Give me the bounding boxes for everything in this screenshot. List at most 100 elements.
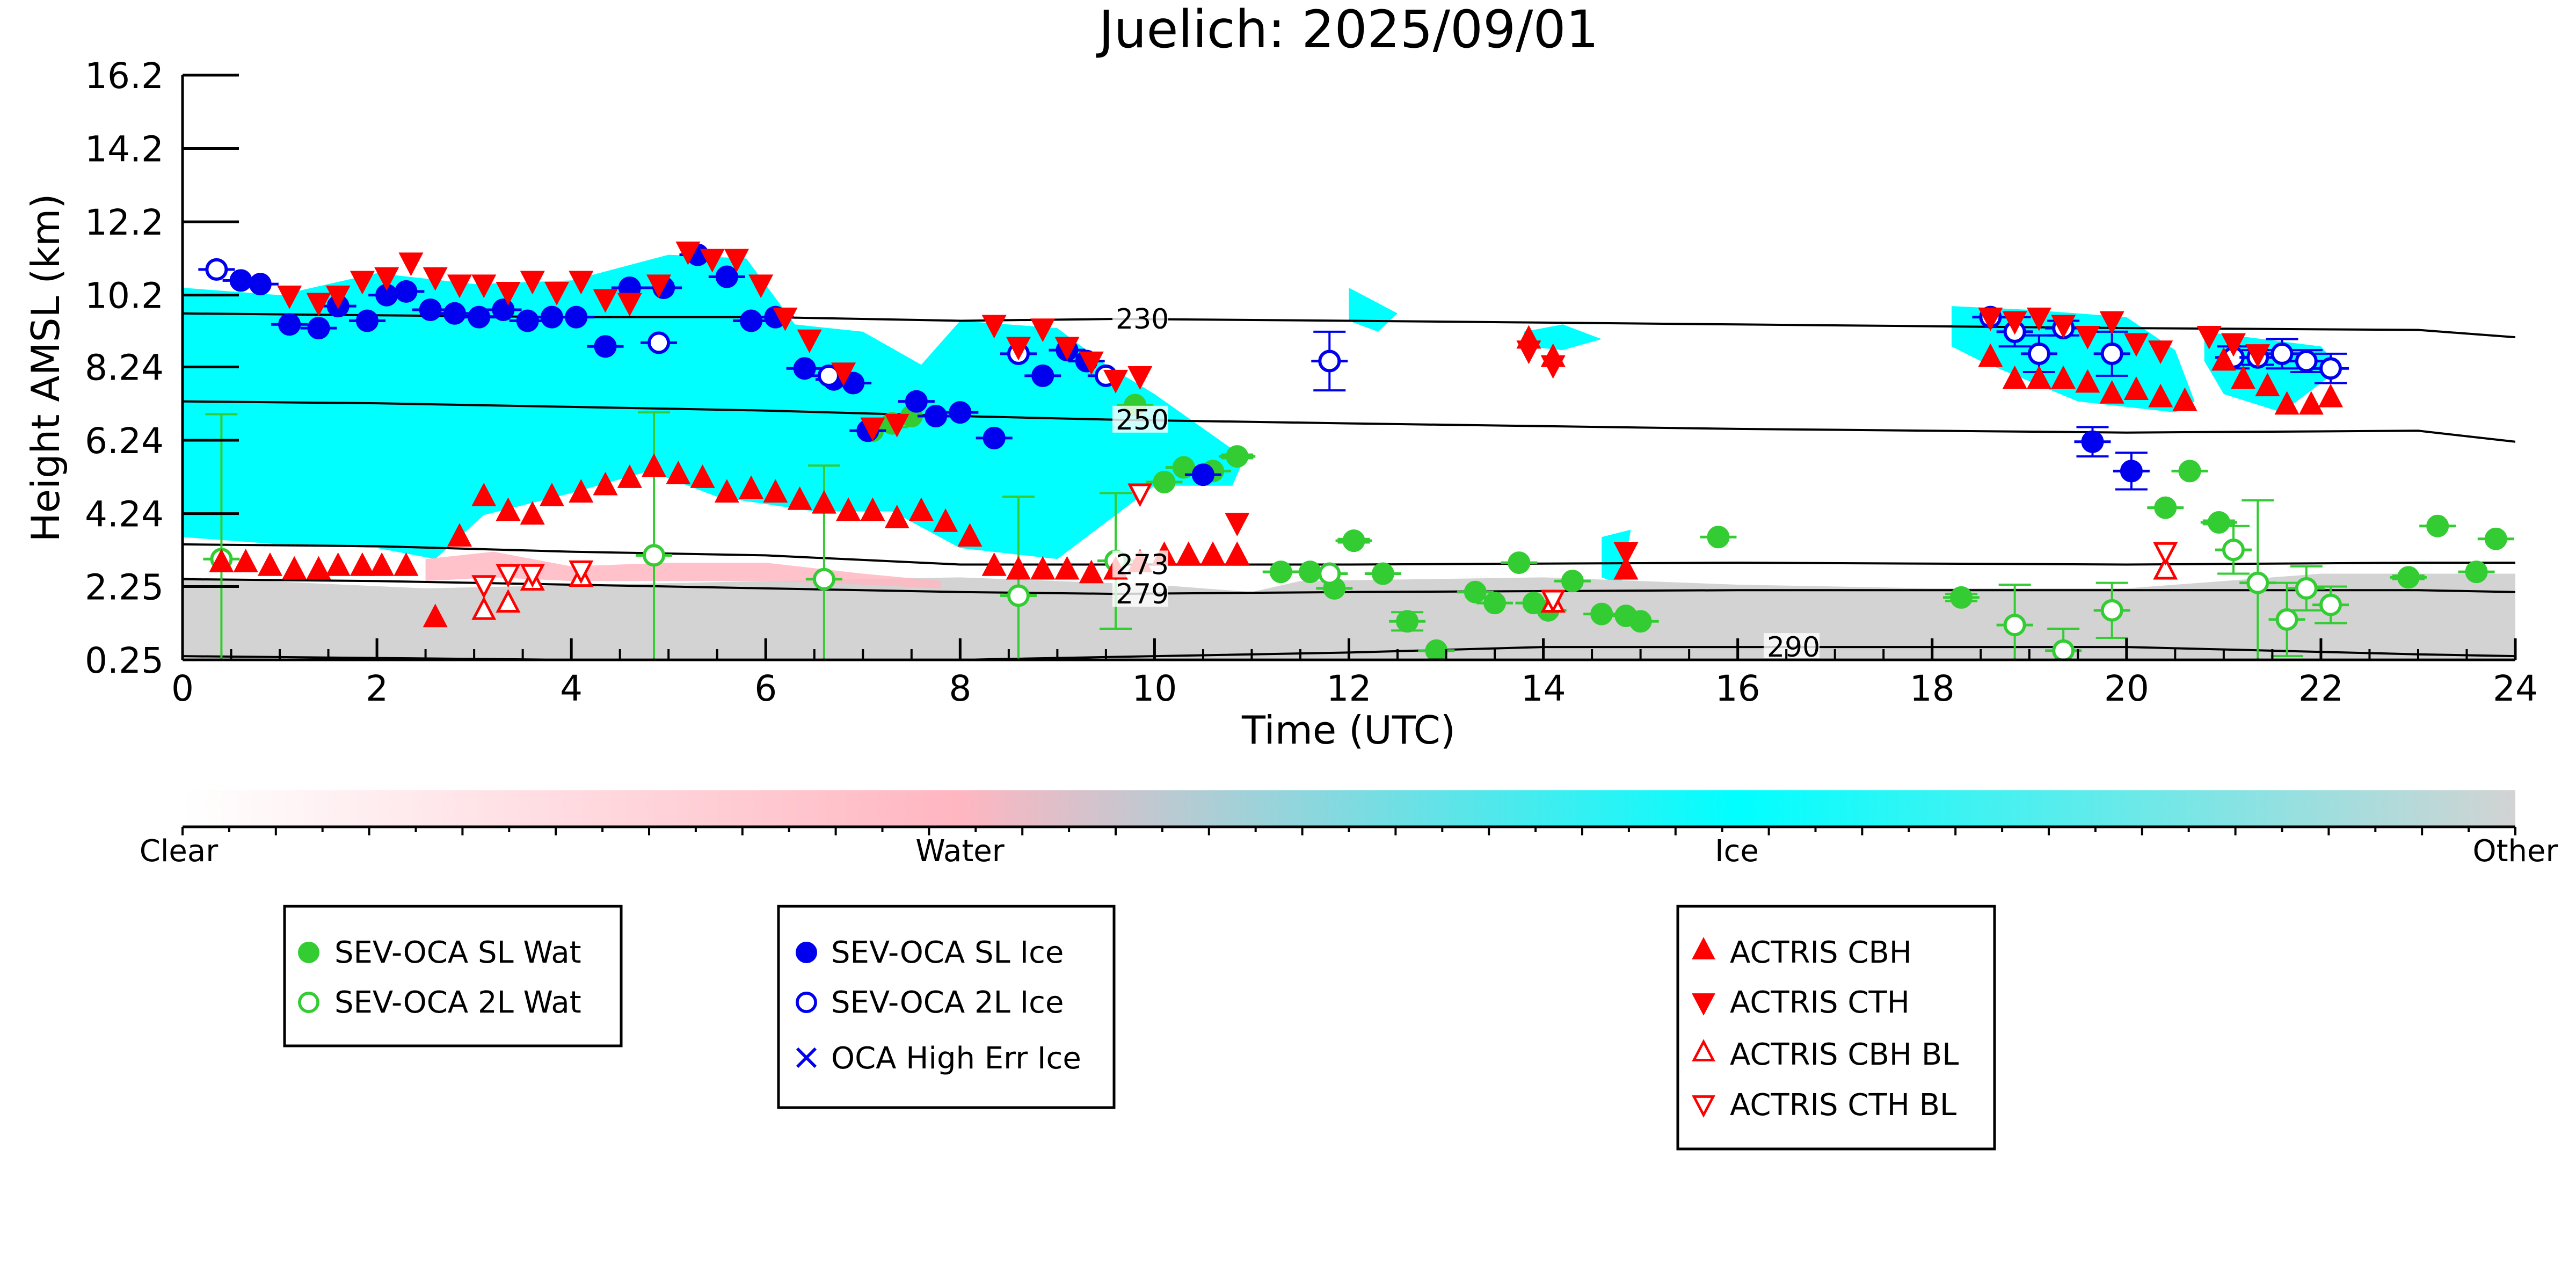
point-actris-cbh — [2318, 383, 2344, 407]
point-sev-oca-sl-wat — [2465, 561, 2488, 584]
point-actris-cth — [569, 271, 594, 295]
point-sev-oca-sl-wat — [1950, 586, 1973, 609]
point-actris-cbh — [2211, 347, 2236, 371]
point-sev-oca-2l-wat — [2275, 608, 2298, 631]
point-actris-cbh — [282, 556, 307, 580]
point-actris-cbh — [981, 552, 1007, 576]
point-sev-oca-sl-wat — [1299, 561, 1322, 584]
point-actris-cth — [2075, 325, 2100, 350]
point-actris-cth — [1006, 337, 1031, 361]
point-sev-oca-2l-ice — [1318, 350, 1341, 373]
point-actris-cth-bl — [1540, 590, 1566, 614]
legend-marker-actris-cbh — [1692, 937, 1715, 959]
legend-marker-oca-high-err-ice — [796, 1047, 817, 1068]
point-sev-oca-sl-wat — [1561, 570, 1584, 593]
point-actris-cth — [2099, 311, 2124, 335]
data-markers — [198, 241, 2514, 660]
legend-marker-actris-cbh-bl — [1692, 1039, 1715, 1061]
legend-symbol-oca-high-err-ice — [796, 1047, 817, 1068]
point-sev-oca-sl-ice — [2081, 430, 2104, 453]
colorbar: Clear Water Ice Other — [140, 790, 2558, 869]
point-sev-oca-sl-ice — [355, 309, 379, 332]
isotherm-label-290: 290 — [1767, 631, 1820, 664]
point-actris-cbh — [1200, 541, 1226, 565]
x-tick-label: 6 — [754, 668, 777, 709]
point-actris-cth — [2196, 325, 2222, 350]
point-sev-oca-sl-wat — [1226, 445, 1249, 468]
x-tick-label: 18 — [1910, 668, 1955, 709]
legend-symbol-sev-oca-sl-wat — [298, 942, 319, 963]
point-sev-oca-sl-wat — [2426, 514, 2449, 537]
point-sev-oca-sl-wat — [1425, 639, 1448, 660]
isotherm-label-bg — [1112, 305, 1168, 332]
point-actris-cth — [1030, 318, 1056, 343]
point-actris-cth — [593, 289, 618, 313]
point-actris-cbh — [1030, 556, 1056, 580]
point-actris-cth — [773, 307, 798, 331]
point-actris-cth — [1613, 542, 1639, 566]
point-actris-cth — [646, 274, 672, 299]
point-actris-cth — [724, 249, 749, 273]
point-actris-cth — [496, 282, 521, 305]
point-actris-cth — [306, 293, 331, 317]
point-actris-cth — [1127, 366, 1153, 390]
x-tick-label: 2 — [366, 668, 388, 709]
classification-regions — [183, 254, 2515, 658]
legend-actris-frame — [1676, 905, 1996, 1151]
isotherm-label-279: 279 — [1116, 578, 1169, 610]
point-actris-cbh — [593, 471, 618, 496]
point-actris-cth — [860, 417, 885, 441]
point-actris-cbh — [1978, 343, 2003, 367]
point-sev-oca-sl-ice — [793, 357, 816, 380]
point-actris-cbh — [836, 497, 861, 521]
legend-symbol-actris-cbh — [1692, 937, 1715, 959]
x-tick-label: 14 — [1521, 668, 1566, 709]
x-tick-label: 8 — [949, 668, 971, 709]
point-actris-cth — [675, 241, 701, 265]
point-sev-oca-2l-wat — [2222, 539, 2245, 562]
x-tick-label: 20 — [2104, 668, 2149, 709]
point-actris-cth-bl — [2153, 542, 2178, 566]
point-actris-cth — [544, 282, 570, 305]
legend-symbol-sev-oca-2l-wat — [298, 992, 319, 1013]
point-sev-oca-sl-ice — [419, 298, 442, 321]
y-tick-label: 2.25 — [85, 566, 164, 608]
point-actris-cbh — [2051, 365, 2076, 389]
y-tick-label: 6.24 — [85, 420, 164, 462]
point-sev-oca-sl-wat — [2178, 460, 2201, 483]
point-actris-cbh — [447, 523, 472, 547]
point-actris-cth — [981, 315, 1007, 339]
point-actris-cth — [748, 274, 774, 299]
point-actris-cbh — [1613, 556, 1639, 580]
point-actris-cth-bl — [569, 560, 594, 584]
point-actris-cbh — [666, 461, 691, 485]
point-actris-cbh — [690, 464, 715, 488]
legend-ice-frame — [777, 905, 1116, 1109]
legend-water-frame — [283, 905, 623, 1047]
legend-marker-sev-oca-2l-wat — [298, 992, 319, 1013]
point-sev-oca-sl-ice — [468, 305, 491, 329]
colorbar-label-other: Other — [2472, 834, 2558, 869]
point-sev-oca-sl-wat — [1629, 610, 1652, 633]
point-actris-cbh — [1079, 559, 1104, 584]
isotherm-label-bg — [1112, 405, 1168, 433]
colorbar-gradient — [183, 790, 2515, 827]
y-tick-label: 16.2 — [85, 55, 164, 97]
point-actris-cbh — [2002, 365, 2027, 389]
point-actris-cbh — [306, 556, 331, 580]
point-sev-oca-sl-ice — [229, 269, 252, 292]
legend-label-oca-high-err-ice: OCA High Err Ice — [831, 1041, 1081, 1076]
point-actris-cth — [374, 267, 399, 291]
colorbar-label-ice: Ice — [1715, 834, 1759, 869]
point-actris-cth-bl — [520, 564, 545, 588]
point-sev-oca-sl-wat — [1464, 580, 1487, 603]
point-actris-cth — [325, 285, 351, 309]
legend-label-sev-oca-2l-ice: SEV-OCA 2L Ice — [831, 985, 1064, 1020]
y-tick-label: 0.25 — [85, 640, 164, 681]
legend-water: SEV-OCA SL Wat SEV-OCA 2L Wat — [283, 905, 623, 1047]
point-actris-cbh-bl — [471, 596, 497, 620]
point-actris-cbh — [860, 497, 885, 521]
point-actris-cbh — [642, 453, 667, 477]
point-actris-cbh — [2231, 365, 2256, 389]
